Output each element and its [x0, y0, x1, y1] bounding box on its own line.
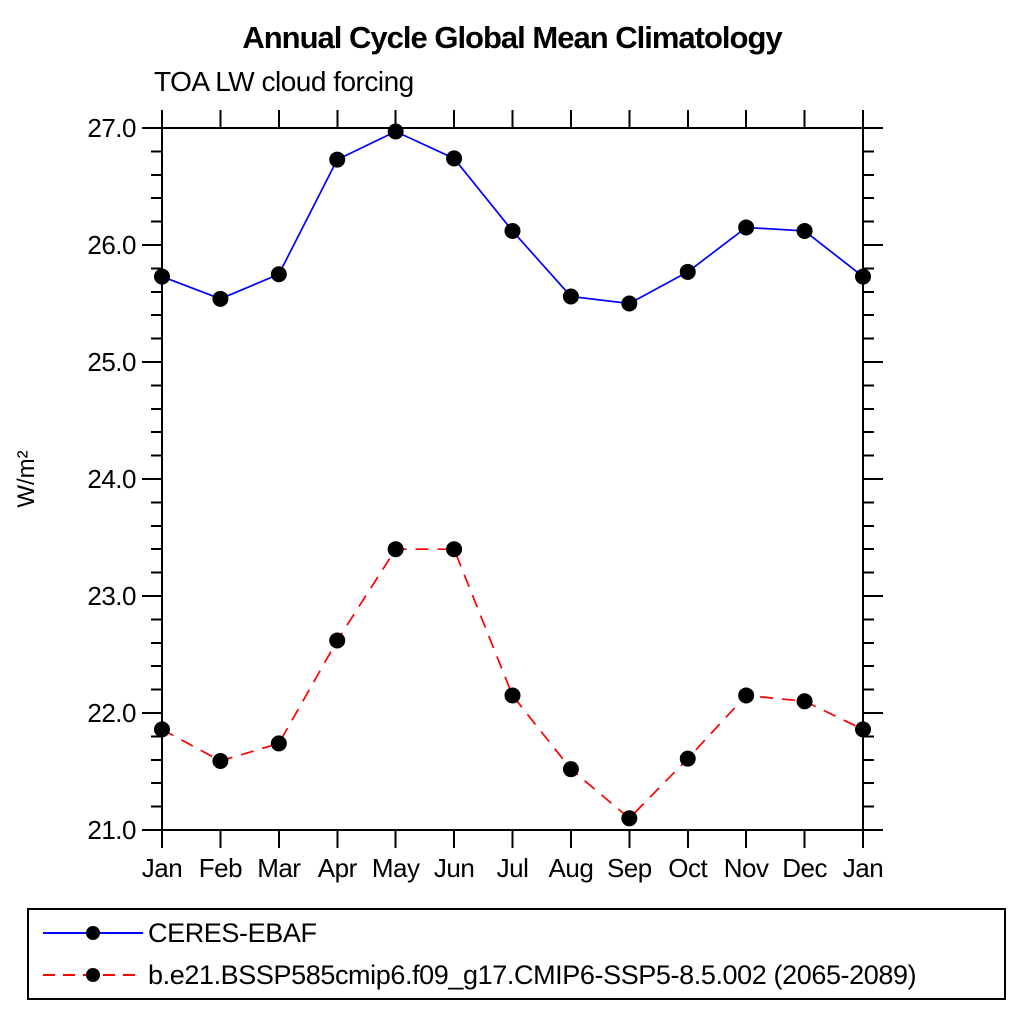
x-tick-label: Jan: [843, 853, 883, 883]
data-point-marker: [562, 761, 579, 778]
x-tick-label: Apr: [318, 853, 358, 883]
data-point-marker: [855, 268, 871, 285]
data-point-marker: [621, 810, 638, 827]
legend-sample-marker: [86, 968, 100, 982]
y-tick-label: 26.0: [87, 230, 136, 260]
data-point-marker: [387, 123, 404, 140]
x-tick-label: Mar: [257, 853, 301, 883]
y-axis-label: W/m²: [13, 450, 40, 507]
x-tick-label: Dec: [782, 853, 827, 883]
x-tick-label: Jun: [434, 853, 474, 883]
x-tick-label: Jul: [497, 853, 529, 883]
y-tick-label: 23.0: [87, 581, 136, 611]
data-point-marker: [504, 222, 521, 239]
legend: CERES-EBAF b.e21.BSSP585cmip6.f09_g17.CM…: [27, 908, 1006, 1000]
data-point-marker: [621, 295, 638, 312]
y-tick-label: 24.0: [87, 464, 136, 494]
series-line-0: [161, 130, 864, 305]
x-tick-label: Nov: [724, 853, 769, 883]
legend-item-ceres-ebaf: CERES-EBAF: [29, 914, 1004, 952]
x-tick-label: Aug: [549, 853, 594, 883]
y-tick-label: 21.0: [87, 815, 136, 845]
data-point-marker: [679, 750, 696, 767]
data-point-marker: [387, 541, 404, 558]
data-point-marker: [679, 263, 696, 280]
y-tick-label: 27.0: [87, 113, 136, 143]
x-tick-label: May: [372, 853, 420, 883]
data-point-marker: [212, 290, 229, 307]
legend-line-dashed-swatch: [43, 968, 143, 982]
data-point-marker: [855, 721, 871, 738]
data-point-marker: [154, 268, 170, 285]
legend-item-model: b.e21.BSSP585cmip6.f09_g17.CMIP6-SSP5-8.…: [29, 956, 1004, 994]
data-point-marker: [796, 693, 813, 710]
data-point-marker: [446, 150, 463, 167]
y-tick-label: 22.0: [87, 698, 136, 728]
y-tick-label: 25.0: [87, 347, 136, 377]
legend-line-solid-swatch: [43, 926, 143, 940]
x-tick-label: Feb: [199, 853, 242, 883]
data-point-marker: [504, 687, 521, 704]
data-point-marker: [446, 541, 463, 558]
data-point-marker: [270, 735, 287, 752]
x-tick-label: Oct: [668, 853, 708, 883]
data-point-marker: [212, 752, 229, 769]
data-point-marker: [329, 632, 346, 649]
plot-frame: [161, 127, 864, 831]
chart-subtitle: TOA LW cloud forcing: [154, 66, 414, 97]
legend-sample-marker: [86, 926, 100, 940]
data-point-marker: [562, 288, 579, 305]
data-point-marker: [738, 219, 755, 236]
chart-title: Annual Cycle Global Mean Climatology: [242, 20, 782, 55]
x-tick-label: Jan: [142, 853, 182, 883]
data-point-marker: [270, 266, 287, 283]
data-point-marker: [738, 687, 755, 704]
data-point-marker: [154, 721, 170, 738]
data-point-marker: [329, 151, 346, 168]
x-tick-label: Sep: [607, 853, 652, 883]
legend-label: CERES-EBAF: [148, 917, 317, 948]
series-line-1: [161, 548, 864, 820]
legend-label: b.e21.BSSP585cmip6.f09_g17.CMIP6-SSP5-8.…: [148, 959, 917, 990]
data-point-marker: [796, 222, 813, 239]
